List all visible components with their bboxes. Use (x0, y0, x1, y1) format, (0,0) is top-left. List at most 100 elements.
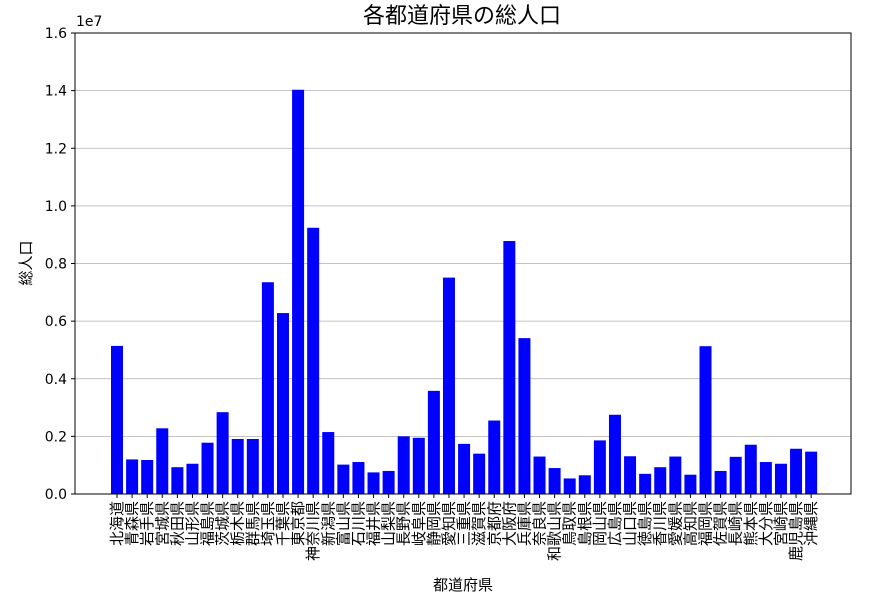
y-tick-label: 0.0 (45, 487, 67, 503)
y-tick-label: 1.2 (45, 141, 67, 157)
x-tick-label: 徳島県 (636, 501, 654, 546)
bar (805, 451, 818, 494)
x-tick-label: 山形県 (183, 501, 201, 546)
x-tick-label: 兵庫県 (515, 501, 533, 546)
x-tick-label: 群馬県 (244, 501, 262, 546)
x-tick-label: 大分県 (757, 501, 775, 546)
x-tick-label: 奈良県 (531, 501, 549, 546)
bar (548, 468, 561, 494)
x-axis-title: 都道府県 (433, 576, 493, 594)
x-tick-label: 京都府 (485, 501, 503, 546)
bar (186, 463, 199, 494)
bar (367, 472, 380, 494)
y-tick-label: 0.6 (45, 314, 67, 330)
bar (231, 438, 244, 494)
bar (261, 282, 274, 494)
y-tick-label: 0.2 (45, 429, 67, 445)
bar (699, 346, 712, 494)
x-tick-label: 鳥取県 (561, 501, 579, 546)
bar (111, 345, 123, 494)
bar (412, 437, 425, 494)
bar (669, 456, 682, 494)
x-tick-label: 富山県 (334, 501, 352, 546)
y-tick-label: 0.4 (45, 372, 67, 388)
y-tick-label: 1.6 (45, 26, 67, 42)
bar (533, 456, 546, 494)
x-tick-label: 東京都 (289, 501, 307, 546)
x-tick-label: 宮城県 (153, 501, 171, 546)
x-tick-label: 広島県 (606, 501, 624, 546)
x-tick-label: 熊本県 (742, 501, 760, 546)
bar (397, 436, 410, 494)
bar (790, 448, 803, 494)
bar (458, 443, 471, 494)
bar (774, 463, 787, 494)
bar (322, 432, 335, 494)
bar (729, 456, 742, 494)
bar (307, 227, 320, 494)
x-tick-label: 北海道 (108, 501, 126, 546)
gridlines (75, 90, 851, 437)
x-tick-label: 埼玉県 (259, 501, 277, 546)
bar (442, 277, 455, 494)
bar (216, 412, 229, 494)
bar (427, 390, 440, 494)
bar (382, 470, 395, 494)
x-tick-label: 石川県 (349, 501, 367, 546)
x-tick-label: 香川県 (651, 501, 669, 546)
y-axis-ticks: 0.0 0.2 0.4 0.6 0.8 1.0 1.2 1.4 1.6 (45, 26, 75, 503)
x-tick-label: 栃木県 (229, 501, 247, 546)
x-tick-label: 福井県 (365, 501, 383, 546)
x-tick-label: 青森県 (123, 501, 141, 546)
bar (337, 464, 350, 494)
bar (759, 462, 772, 494)
y-tick-label: 1.4 (45, 84, 67, 100)
x-tick-label: 秋田県 (168, 501, 186, 546)
x-tick-label: 静岡県 (425, 501, 443, 546)
x-tick-label: 岩手県 (138, 501, 156, 546)
bar (141, 460, 154, 494)
x-tick-label: 岡山県 (591, 501, 609, 546)
x-tick-label: 滋賀県 (470, 501, 488, 546)
x-tick-label: 鹿児島県 (787, 501, 805, 561)
x-axis-ticks: 北海道青森県岩手県宮城県秋田県山形県福島県茨城県栃木県群馬県埼玉県千葉県東京都神… (108, 494, 820, 561)
x-tick-label: 福岡県 (697, 501, 715, 546)
x-tick-label: 宮崎県 (772, 501, 790, 546)
bar (654, 467, 667, 494)
bar (276, 313, 289, 494)
x-tick-label: 佐賀県 (712, 501, 730, 546)
x-tick-label: 山口県 (621, 501, 639, 546)
bar (608, 414, 621, 494)
chart-title: 各都道府県の総人口 (363, 4, 561, 29)
bar (292, 89, 305, 495)
bar (684, 474, 697, 494)
x-tick-label: 愛媛県 (666, 501, 684, 546)
x-tick-label: 大阪府 (500, 501, 518, 546)
x-tick-label: 神奈川県 (304, 501, 322, 561)
bar (171, 467, 184, 494)
bar (156, 428, 169, 494)
x-tick-label: 和歌山県 (546, 501, 564, 561)
bar (473, 453, 486, 494)
x-tick-label: 三重県 (455, 501, 473, 546)
x-tick-label: 高知県 (681, 501, 699, 546)
x-tick-label: 福島県 (199, 501, 217, 546)
x-tick-label: 島根県 (576, 501, 594, 546)
y-axis-offset-label: 1e7 (76, 14, 102, 30)
x-tick-label: 岐阜県 (410, 501, 428, 546)
bar (593, 440, 606, 494)
x-tick-label: 長崎県 (727, 501, 745, 546)
bar (578, 475, 591, 494)
bar (518, 338, 531, 494)
bar (488, 420, 501, 494)
bars (111, 89, 818, 495)
bar (352, 462, 365, 494)
x-tick-label: 長野県 (395, 501, 413, 546)
y-axis-title: 総人口 (17, 240, 35, 285)
y-tick-label: 0.8 (45, 257, 67, 273)
bar (246, 438, 259, 494)
x-tick-label: 山梨県 (380, 501, 398, 546)
bar (624, 456, 637, 494)
bar (639, 473, 652, 494)
